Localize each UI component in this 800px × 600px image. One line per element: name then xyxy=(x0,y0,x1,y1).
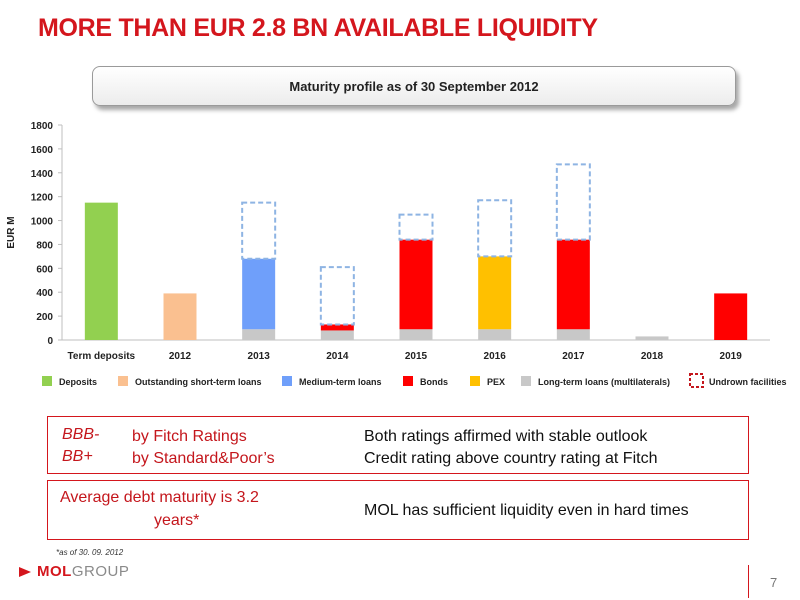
bar-undrown-facilities-2015 xyxy=(398,213,434,241)
legend-swatch-outstanding-short-term-loans xyxy=(118,376,128,386)
bar-undrown-facilities-2013 xyxy=(241,201,277,260)
bar-long-term-loans-multilaterals--2015 xyxy=(399,329,433,340)
legend-label: Medium-term loans xyxy=(299,377,382,387)
debt-maturity-line-2: years* xyxy=(154,512,200,529)
footer-divider xyxy=(748,565,749,598)
bar-pex-2016 xyxy=(478,256,512,330)
legend-swatch-deposits xyxy=(42,376,52,386)
x-tick-label: 2014 xyxy=(326,351,349,362)
bar-outstanding-short-term-loans-2012 xyxy=(163,293,197,340)
liquidity-note: MOL has sufficient liquidity even in har… xyxy=(364,502,689,519)
bar-long-term-loans-multilaterals--2017 xyxy=(556,329,590,340)
debt-maturity-line-1: Average debt maturity is 3.2 xyxy=(60,489,259,506)
bar-long-term-loans-multilaterals--2018 xyxy=(635,336,669,340)
y-tick-label: 1200 xyxy=(31,193,54,204)
bar-medium-term-loans-2013 xyxy=(242,258,276,330)
bar-undrown-facilities-2014 xyxy=(319,266,355,326)
legend-label: Undrown facilities xyxy=(709,377,787,387)
legend-swatch-long-term-loans-multilaterals- xyxy=(521,376,531,386)
legend-swatch-medium-term-loans xyxy=(282,376,292,386)
y-tick-label: 1000 xyxy=(31,217,54,228)
x-tick-label: Term deposits xyxy=(68,351,136,362)
x-tick-label: 2012 xyxy=(169,351,192,362)
legend-label: PEX xyxy=(487,377,505,387)
y-tick-label: 1800 xyxy=(31,121,54,132)
y-tick-label: 600 xyxy=(36,264,53,275)
sp-label: by Standard&Poor’s xyxy=(132,450,275,467)
logo-text-mol: MOL xyxy=(37,563,72,580)
chart-subtitle-box: Maturity profile as of 30 September 2012 xyxy=(92,66,736,106)
y-tick-label: 800 xyxy=(36,240,53,251)
debt-maturity-box: Average debt maturity is 3.2 years* MOL … xyxy=(47,480,749,540)
legend-swatch-pex xyxy=(470,376,480,386)
y-tick-label: 400 xyxy=(36,288,53,299)
x-tick-label: 2016 xyxy=(484,351,507,362)
mol-logo-icon xyxy=(19,566,31,577)
page-number: 7 xyxy=(770,575,778,590)
y-axis-label: EUR M xyxy=(6,216,17,248)
bar-bonds-2015 xyxy=(399,239,433,330)
legend-label: Bonds xyxy=(420,377,448,387)
bar-bonds-2017 xyxy=(556,239,590,330)
ratings-note-2: Credit rating above country rating at Fi… xyxy=(364,450,658,467)
bar-bonds-2014 xyxy=(320,324,354,331)
footnote: *as of 30. 09. 2012 xyxy=(56,548,124,557)
bar-deposits-term-deposits xyxy=(84,202,118,340)
fitch-label: by Fitch Ratings xyxy=(132,428,247,445)
bar-undrown-facilities-2017 xyxy=(555,163,591,241)
x-tick-label: 2013 xyxy=(248,351,271,362)
bar-long-term-loans-multilaterals--2016 xyxy=(478,329,512,340)
ratings-box: BBB- BB+ by Fitch Ratings by Standard&Po… xyxy=(47,416,749,474)
ratings-note-1: Both ratings affirmed with stable outloo… xyxy=(364,428,648,445)
bar-long-term-loans-multilaterals--2014 xyxy=(320,330,354,340)
x-tick-label: 2015 xyxy=(405,351,428,362)
x-tick-label: 2019 xyxy=(720,351,743,362)
x-tick-label: 2017 xyxy=(562,351,585,362)
legend-label: Outstanding short-term loans xyxy=(135,377,262,387)
y-tick-label: 0 xyxy=(47,336,53,347)
x-tick-label: 2018 xyxy=(641,351,664,362)
y-tick-label: 200 xyxy=(36,312,53,323)
page-title: MORE THAN EUR 2.8 BN AVAILABLE LIQUIDITY xyxy=(38,14,598,42)
bar-long-term-loans-multilaterals--2013 xyxy=(242,329,276,340)
mol-group-logo: MOL GROUP xyxy=(19,563,129,580)
chart-subtitle: Maturity profile as of 30 September 2012 xyxy=(289,78,539,94)
legend-swatch-undrown-facilities xyxy=(689,373,704,388)
maturity-profile-chart: 0 200 400 600 800 1000 1200 1400 1600 1800 EUR M Te… xyxy=(6,121,787,388)
logo-text-group: GROUP xyxy=(71,563,130,580)
legend-label: Deposits xyxy=(59,377,97,387)
sp-grade: BB+ xyxy=(62,448,93,465)
bar-bonds-2019 xyxy=(714,293,748,340)
fitch-grade: BBB- xyxy=(62,426,100,443)
legend-swatch-bonds xyxy=(403,376,413,386)
bar-undrown-facilities-2016 xyxy=(477,199,513,258)
y-tick-label: 1400 xyxy=(31,169,54,180)
legend-label: Long-term loans (multilaterals) xyxy=(538,377,670,387)
y-tick-label: 1600 xyxy=(31,145,54,156)
